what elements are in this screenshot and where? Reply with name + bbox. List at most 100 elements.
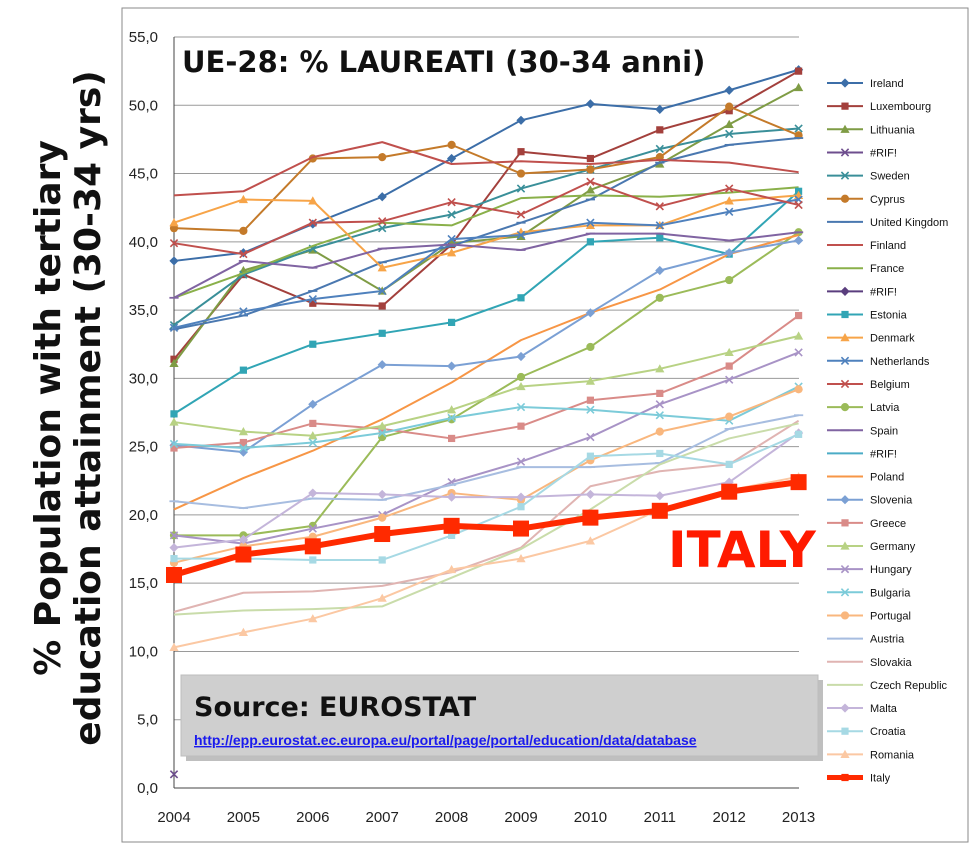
y-tick-label: 5,0 [137, 712, 158, 729]
series-austria [169, 414, 804, 510]
legend-label: Luxembourg [870, 101, 931, 113]
data-point [235, 546, 252, 563]
series-croatia [170, 430, 803, 564]
data-point [655, 491, 665, 501]
data-point [586, 342, 595, 352]
data-point [724, 196, 734, 205]
data-point [840, 286, 850, 296]
legend-item: Lithuania [827, 124, 916, 136]
data-point [169, 239, 179, 248]
y-tick-label: 20,0 [129, 507, 158, 524]
series-line [173, 137, 799, 331]
data-point [378, 428, 387, 438]
legend-label: Croatia [870, 726, 906, 738]
data-point [448, 434, 456, 443]
series-line [173, 414, 799, 510]
data-point [517, 148, 525, 156]
legend-item: Poland [827, 472, 904, 484]
data-point [169, 439, 179, 449]
data-point [721, 483, 738, 500]
data-point [169, 417, 179, 426]
data-point [239, 307, 248, 316]
data-point [840, 78, 850, 88]
data-point [447, 413, 456, 423]
data-point [585, 185, 595, 194]
series-slovakia [173, 419, 800, 613]
data-point [585, 536, 595, 545]
data-point [516, 402, 526, 412]
data-point [170, 444, 178, 452]
data-point [795, 67, 803, 75]
data-point [447, 234, 456, 244]
data-point [308, 438, 317, 447]
series-line [173, 239, 799, 454]
data-point [794, 348, 803, 357]
data-point [309, 299, 317, 307]
data-point [447, 153, 457, 164]
data-point [448, 531, 456, 539]
data-point [841, 102, 849, 110]
data-point [377, 421, 387, 430]
data-point [585, 220, 595, 230]
data-point [656, 449, 664, 458]
x-tick-labels: 2004 2005 2006 2007 2008 2009 2010 2011 2012 2013 [157, 809, 815, 826]
data-point [655, 221, 664, 230]
data-point [447, 248, 457, 257]
data-point [170, 410, 178, 418]
data-point [725, 207, 734, 216]
data-point [656, 126, 664, 134]
data-point [516, 169, 526, 178]
data-point [377, 263, 387, 272]
data-point [238, 627, 248, 636]
legend-label: Latvia [870, 402, 900, 414]
x-tick-label: 2008 [435, 809, 468, 826]
legend-label: Finland [870, 240, 906, 252]
series-line [173, 479, 800, 578]
y-axis-label-line1: % Population with tertiary [28, 140, 69, 676]
data-point [516, 381, 526, 391]
x-tick-label: 2010 [574, 809, 607, 826]
data-point [725, 129, 734, 139]
data-point [586, 452, 594, 460]
data-point [795, 311, 803, 320]
data-point [166, 566, 182, 583]
legend-item: Slovenia [827, 495, 913, 507]
legend-label: Italy [870, 773, 891, 785]
source-link[interactable]: http://epp.eurostat.ec.europa.eu/portal/… [194, 732, 697, 748]
data-point [516, 372, 526, 382]
data-point [585, 489, 595, 500]
series-line [173, 70, 800, 360]
data-point [656, 234, 664, 242]
x-tick-label: 2011 [644, 809, 676, 826]
series-italy [166, 474, 807, 583]
data-point [725, 375, 734, 384]
legend-item: Portugal [827, 610, 911, 622]
series-united-kingdom [169, 137, 804, 331]
y-tick-label: 45,0 [129, 166, 158, 183]
data-point [309, 419, 317, 428]
data-point [239, 443, 248, 453]
data-point [308, 295, 317, 304]
legend-label: #RIF! [870, 286, 897, 298]
legend-label: United Kingdom [870, 217, 948, 229]
data-point [656, 389, 664, 397]
data-point [655, 144, 664, 154]
data-point [304, 538, 321, 555]
data-point [308, 524, 317, 533]
series-belgium [169, 177, 803, 259]
data-point [586, 177, 595, 186]
series-slovenia [169, 235, 804, 457]
chart-title: UE-28: % LAUREATI (30-34 anni) [182, 45, 705, 79]
y-tick-label: 50,0 [129, 97, 158, 114]
y-tick-label: 15,0 [129, 575, 158, 592]
data-point [378, 223, 387, 233]
data-point [309, 340, 317, 348]
data-point [724, 248, 734, 258]
series-line [173, 385, 800, 450]
data-point [169, 218, 179, 227]
data-point [725, 184, 734, 193]
data-point [447, 140, 456, 149]
legend-item: Croatia [827, 726, 906, 738]
series-germany [169, 331, 804, 440]
